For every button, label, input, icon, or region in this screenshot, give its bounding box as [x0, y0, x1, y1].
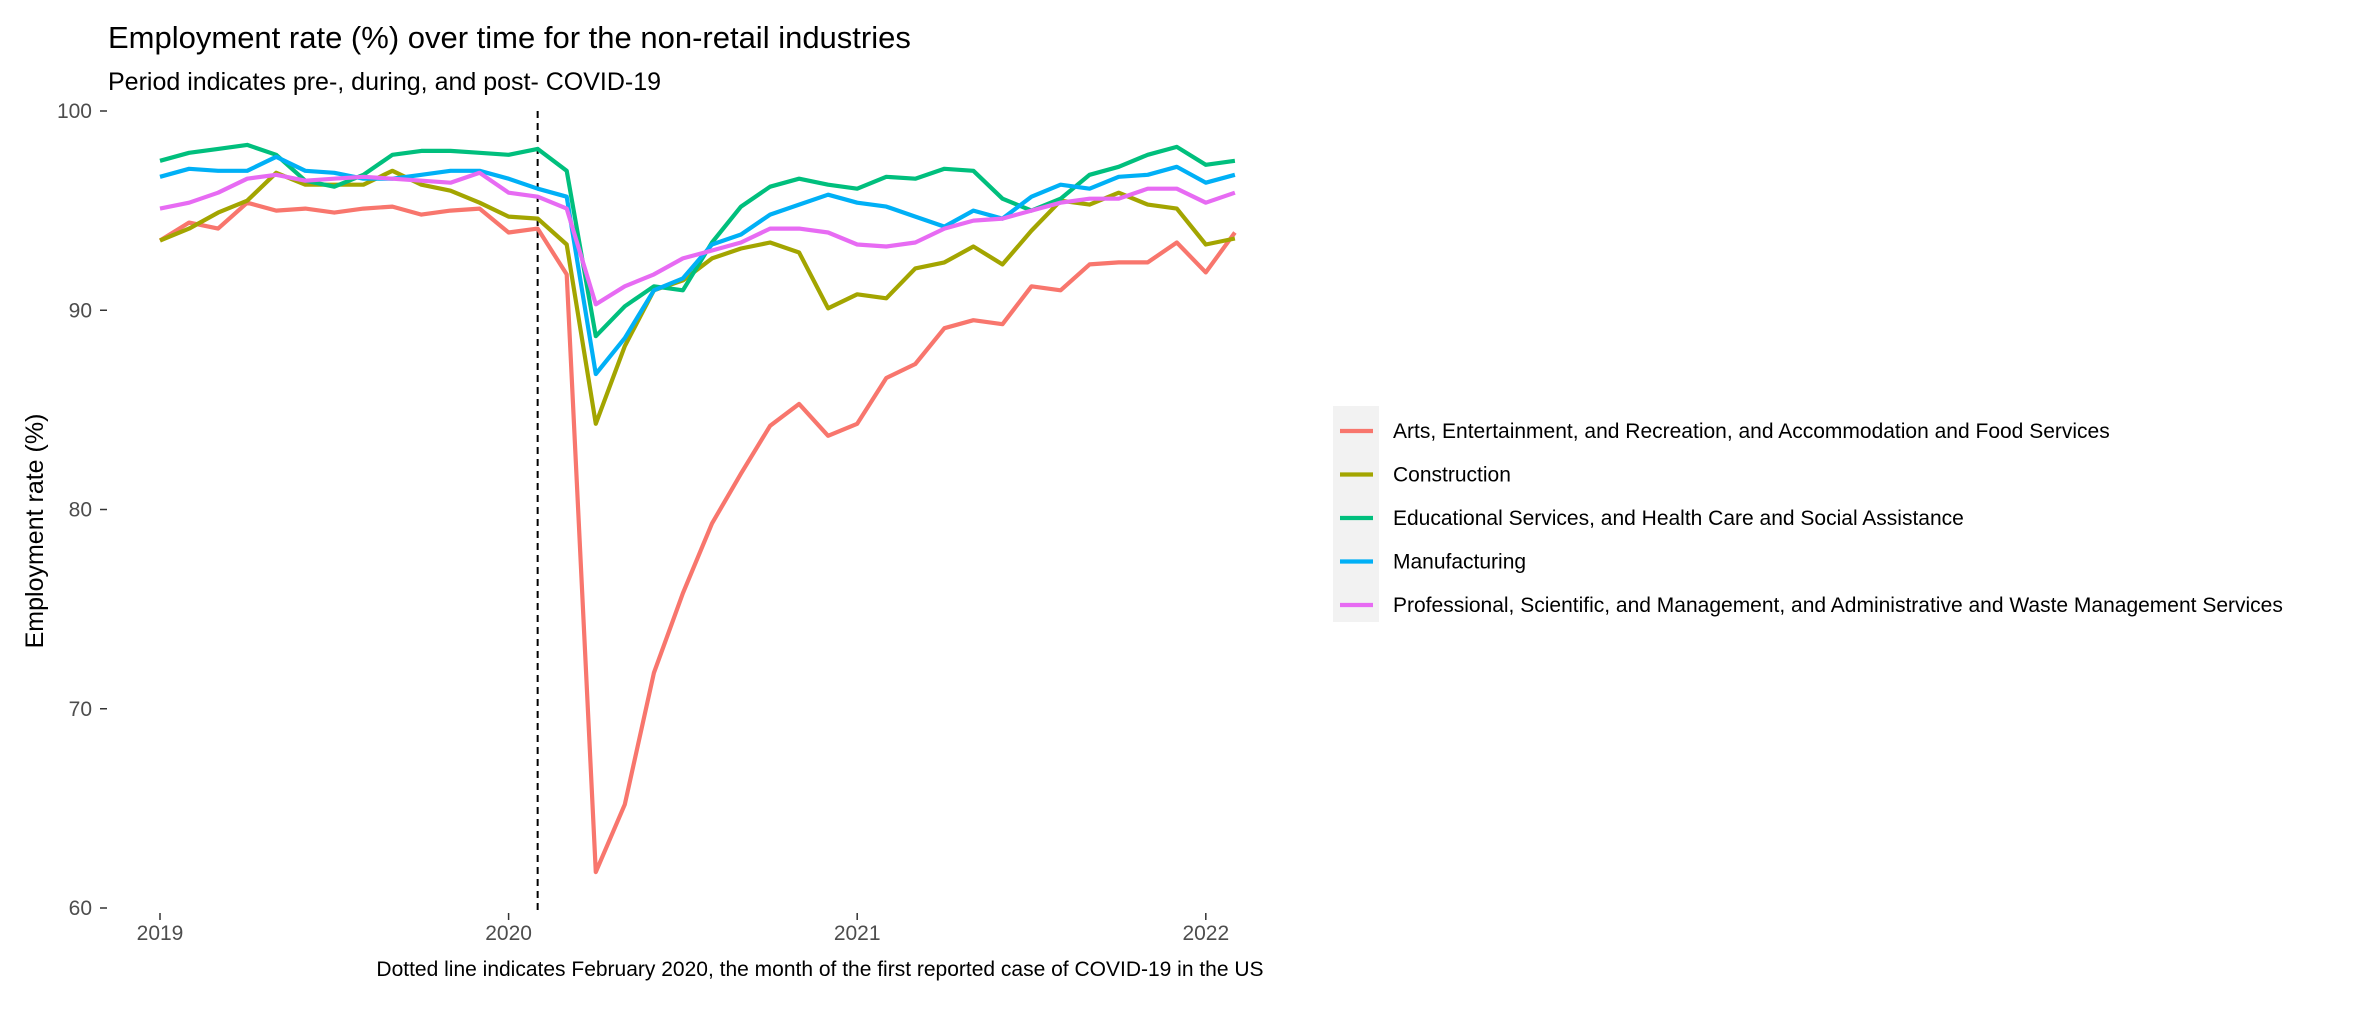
- x-tick-label: 2020: [485, 922, 532, 945]
- y-tick-label: 80: [69, 499, 92, 522]
- x-axis: 2019 2020 2021 2022: [137, 913, 1229, 945]
- chart-caption: Dotted line indicates February 2020, the…: [376, 958, 1263, 981]
- chart-title: Employment rate (%) over time for the no…: [108, 20, 911, 55]
- series-lines: [158, 142, 1237, 875]
- y-tick-label: 70: [69, 698, 92, 721]
- y-tick-label: 60: [69, 897, 92, 920]
- chart-subtitle: Period indicates pre-, during, and post-…: [108, 68, 661, 96]
- legend-label: Arts, Entertainment, and Recreation, and…: [1393, 420, 2110, 443]
- legend: Arts, Entertainment, and Recreation, and…: [1333, 406, 2283, 622]
- legend-key-background: [1333, 406, 1379, 622]
- x-tick-label: 2019: [137, 922, 184, 945]
- series-line-1: [158, 200, 1237, 875]
- series-line-4: [159, 154, 1236, 377]
- series-line-5: [159, 170, 1236, 307]
- y-axis-title: Employment rate (%): [21, 414, 49, 649]
- legend-label: Construction: [1393, 464, 1511, 487]
- y-tick-label: 100: [57, 100, 92, 123]
- legend-label: Manufacturing: [1393, 551, 1526, 574]
- y-axis: 60 70 80 90 100: [57, 100, 107, 920]
- legend-label: Educational Services, and Health Care an…: [1393, 507, 1964, 530]
- legend-label: Professional, Scientific, and Management…: [1393, 594, 2283, 617]
- series-line-3: [159, 142, 1236, 339]
- y-tick-label: 90: [69, 299, 92, 322]
- x-tick-label: 2022: [1182, 922, 1229, 945]
- x-tick-label: 2021: [834, 922, 881, 945]
